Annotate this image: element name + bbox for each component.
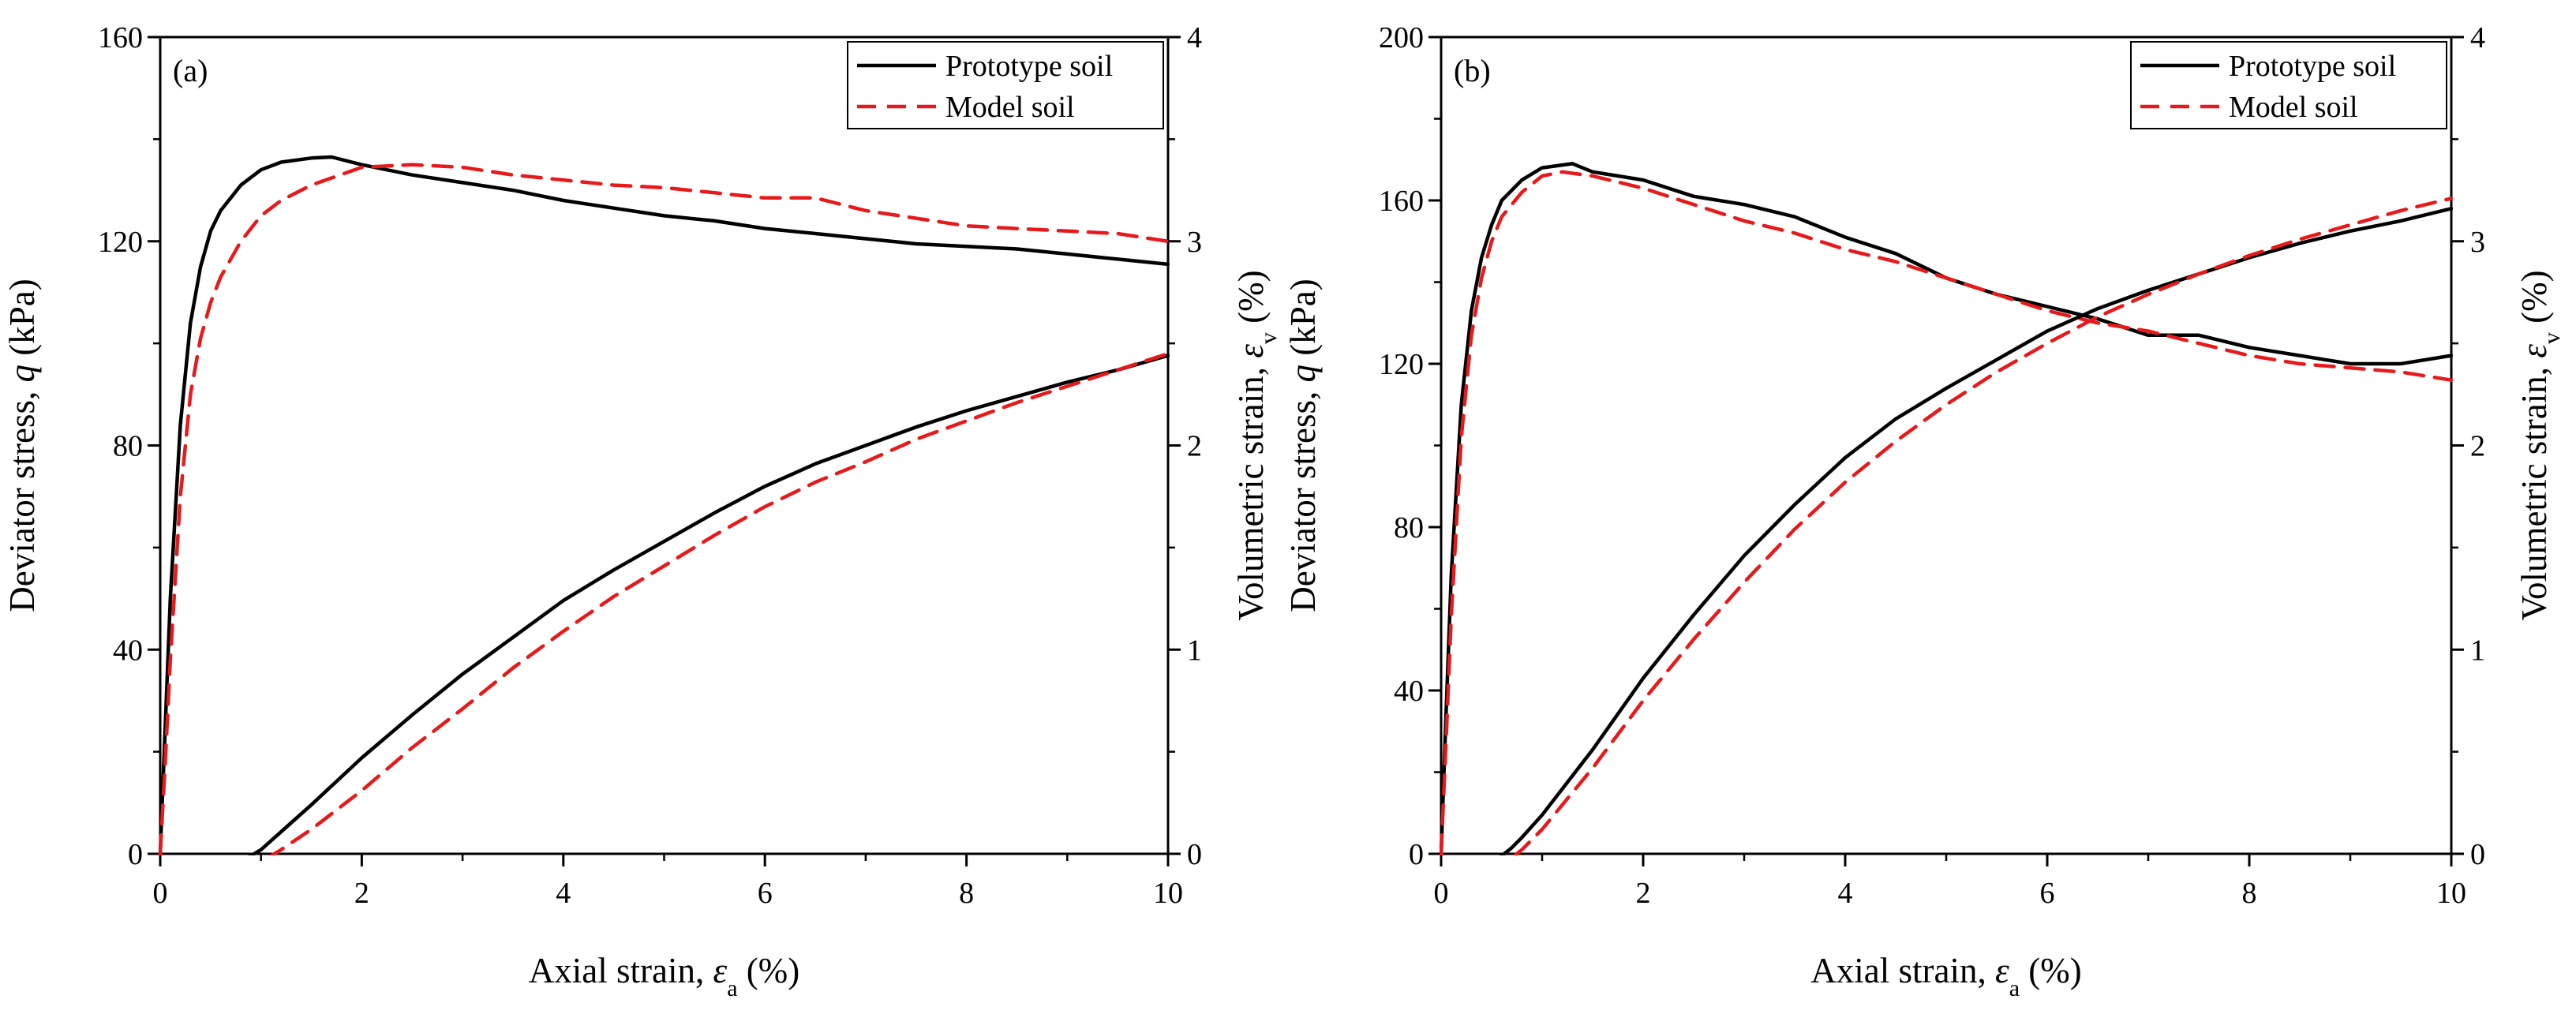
x-tick-label: 8	[959, 877, 974, 910]
model-soil-deviator-stress-line	[1440, 170, 2453, 855]
legend-label: Model soil	[945, 91, 1075, 124]
y-tick-label: 160	[98, 21, 143, 54]
axis-label-symbol: q	[1283, 365, 1323, 383]
x-axis-label: Axial strain, εa (%)	[529, 951, 799, 1001]
axis-label-subscript: v	[1256, 332, 1282, 344]
legend: Prototype soil Model soil	[2130, 41, 2447, 129]
x-tick-label: 4	[556, 877, 571, 910]
axis-label-text: Axial strain,	[1810, 951, 1995, 990]
prototype-soil-deviator-stress-line	[1440, 162, 2453, 855]
y-tick-label: 40	[113, 634, 143, 667]
axis-label-unit: (%)	[738, 951, 800, 990]
y-tick-label: 200	[1379, 21, 1424, 54]
x-tick-label: 10	[2436, 877, 2466, 910]
y-tick-label: 40	[1394, 675, 1424, 708]
legend-label: Prototype soil	[945, 50, 1113, 83]
axis-label-symbol: q	[2, 365, 42, 383]
x-tick-label: 6	[758, 877, 773, 910]
y-axis-label: Deviator stress, q (kPa)	[2, 279, 42, 612]
axis-label-unit: (%)	[1231, 270, 1271, 332]
y2-tick-label: 4	[1187, 21, 1202, 54]
legend: Prototype soil Model soil	[847, 41, 1164, 129]
y-tick-label: 120	[1379, 348, 1424, 381]
axis-label-symbol: ε	[713, 951, 727, 990]
axis-label-unit: (kPa)	[1283, 279, 1323, 365]
axis-label-subscript: v	[2539, 332, 2565, 344]
model-soil-volumetric-strain-line	[1440, 196, 2453, 855]
y2-tick-label: 1	[2470, 634, 2485, 667]
x-tick-label: 2	[1636, 877, 1651, 910]
legend-box	[2130, 41, 2447, 129]
model-soil-deviator-stress-line	[159, 163, 1170, 855]
curves	[1440, 162, 2453, 855]
axis-label-unit: (%)	[2020, 951, 2082, 990]
axis-label-unit: (kPa)	[2, 279, 42, 365]
axis-label-text: Deviator stress,	[2, 383, 42, 612]
axis-label-unit: (%)	[2514, 270, 2554, 332]
panel-label: (b)	[1454, 53, 1491, 88]
y2-tick-label: 1	[1187, 634, 1202, 667]
y-tick-label: 0	[1409, 838, 1424, 871]
y-tick-label: 80	[1394, 511, 1424, 544]
y2-tick-label: 3	[2470, 226, 2485, 259]
panel-label: (a)	[173, 53, 208, 88]
y-tick-label: 0	[128, 838, 143, 871]
x-tick-label: 0	[153, 877, 168, 910]
prototype-soil-volumetric-strain-line	[159, 354, 1170, 855]
y2-tick-label: 4	[2470, 21, 2485, 54]
y2-tick-label: 2	[1187, 430, 1202, 463]
axis-label-symbol: ε	[2514, 344, 2554, 358]
x-tick-label: 2	[354, 877, 369, 910]
prototype-soil-deviator-stress-line	[159, 155, 1170, 855]
x-tick-label: 10	[1153, 877, 1183, 910]
axis-label-symbol: ε	[1995, 951, 2009, 990]
y2-tick-label: 0	[1187, 838, 1202, 871]
y2-tick-label: 3	[1187, 226, 1202, 259]
legend-label: Prototype soil	[2229, 50, 2396, 83]
y2-axis-label: Volumetric strain, εv (%)	[1231, 270, 1282, 620]
model-soil-volumetric-strain-line	[159, 351, 1170, 855]
axis-label-subscript: a	[727, 975, 737, 1001]
y-tick-label: 160	[1379, 185, 1424, 218]
y-tick-label: 120	[98, 226, 143, 259]
y2-tick-label: 0	[2470, 838, 2485, 871]
x-tick-label: 4	[1838, 877, 1853, 910]
legend-label: Model soil	[2229, 91, 2358, 124]
x-tick-label: 0	[1434, 877, 1449, 910]
axis-label-symbol: ε	[1231, 344, 1271, 358]
curves	[159, 155, 1170, 855]
axis-label-text: Deviator stress,	[1283, 383, 1323, 612]
x-axis-label: Axial strain, εa (%)	[1810, 951, 2081, 1001]
x-tick-label: 8	[2242, 877, 2257, 910]
y2-tick-label: 2	[2470, 430, 2485, 463]
axis-label-subscript: a	[2009, 975, 2020, 1001]
axis-label-text: Axial strain,	[529, 951, 713, 990]
y-tick-label: 80	[113, 430, 143, 463]
y2-axis-label: Volumetric strain, εv (%)	[2514, 270, 2565, 620]
x-tick-label: 6	[2040, 877, 2055, 910]
legend-box	[847, 41, 1164, 129]
y-axis-label: Deviator stress, q (kPa)	[1283, 279, 1323, 612]
axis-label-text: Volumetric strain,	[1231, 358, 1271, 621]
axis-label-text: Volumetric strain,	[2514, 358, 2554, 621]
